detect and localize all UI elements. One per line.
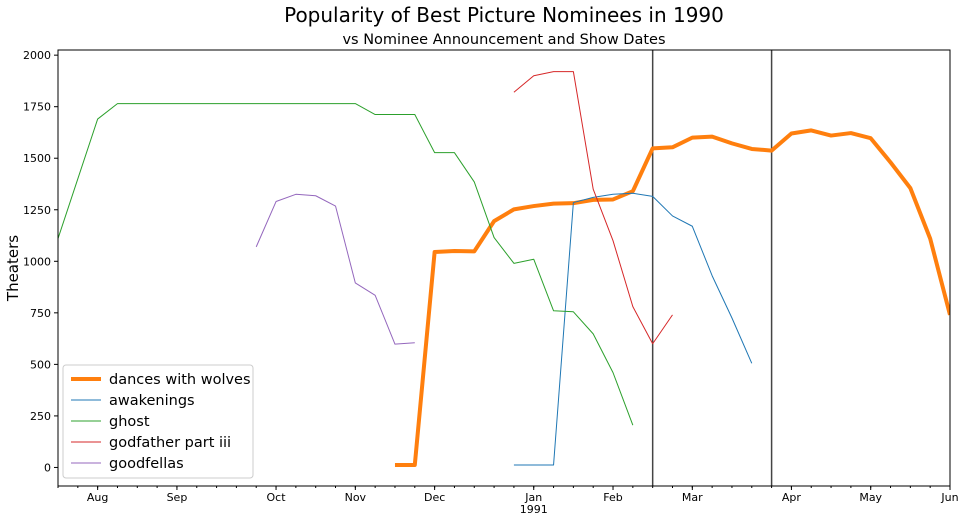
legend-box <box>62 364 254 479</box>
x-tick-label: Feb <box>603 491 622 504</box>
chart-subtitle: vs Nominee Announcement and Show Dates <box>342 32 665 48</box>
legend-label: goodfellas <box>109 456 184 472</box>
y-tick-label: 250 <box>30 410 51 423</box>
x-tick-label: Sep <box>167 491 188 504</box>
x-tick-label: May <box>859 491 882 504</box>
y-tick-label: 1750 <box>23 101 51 114</box>
x-tick-label: Aug <box>87 491 108 504</box>
y-tick-label: 1250 <box>23 204 51 217</box>
x-tick-label: Jan <box>524 491 542 504</box>
series-line <box>255 193 415 345</box>
y-tick-label: 0 <box>44 461 51 474</box>
x-year-label: 1991 <box>520 503 548 516</box>
y-tick-label: 2000 <box>23 49 51 62</box>
legend-label: godfather part iii <box>109 435 231 451</box>
chart-title: Popularity of Best Picture Nominees in 1… <box>284 3 724 27</box>
x-tick-label: Jun <box>940 491 958 504</box>
x-tick-label: Mar <box>682 491 703 504</box>
x-tick-label: Dec <box>424 491 445 504</box>
series-line <box>394 128 950 467</box>
plot-frame <box>57 49 951 487</box>
series-line <box>58 103 634 426</box>
x-tick-label: Apr <box>782 491 802 504</box>
y-tick-label: 1000 <box>23 255 51 268</box>
legend-label: dances with wolves <box>109 372 251 388</box>
y-tick-label: 500 <box>30 358 51 371</box>
series-line <box>513 71 673 345</box>
y-tick-label: 750 <box>30 307 51 320</box>
y-tick-label: 1500 <box>23 152 51 165</box>
legend-label: awakenings <box>109 393 195 409</box>
y-axis-label: Theaters <box>4 235 22 302</box>
x-tick-label: Oct <box>267 491 287 504</box>
series-line <box>513 192 753 466</box>
legend-label: ghost <box>109 414 150 430</box>
x-tick-label: Nov <box>345 491 367 504</box>
